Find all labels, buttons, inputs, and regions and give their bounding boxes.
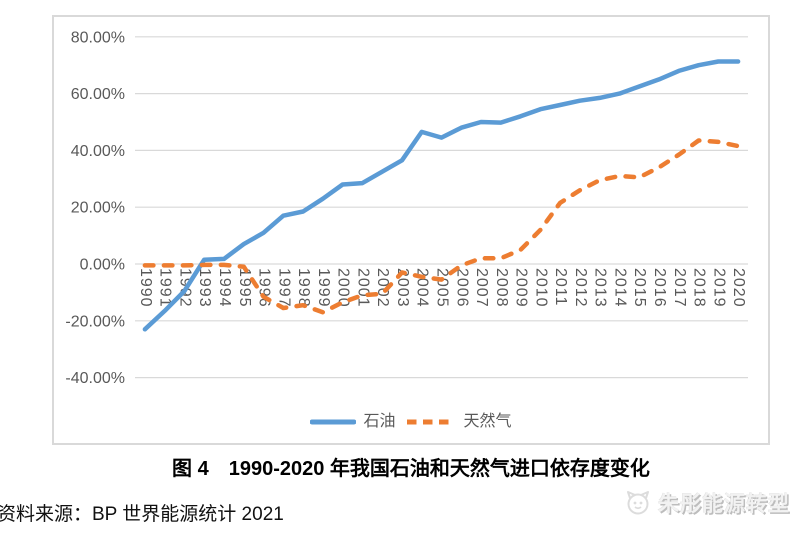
x-axis-tick-label: 2013	[592, 268, 609, 308]
line-chart-plot: 80.00% 60.00% 40.00% 20.00% 0.00% -20.00% -40.…	[65, 29, 748, 387]
watermark: 朱彤能源转型	[624, 488, 790, 518]
x-axis-tick-label: 2002	[374, 268, 391, 308]
y-axis-tick-label: 40.00%	[71, 143, 125, 160]
source-note: 资料来源：BP 世界能源统计 2021	[0, 504, 284, 525]
gas-series-line	[142, 138, 741, 315]
x-axis-tick-label: 1991	[157, 268, 174, 308]
x-axis-tick-label: 2015	[631, 268, 648, 308]
chart-area: 80.00% 60.00% 40.00% 20.00% 0.00% -20.00% -40.…	[52, 15, 770, 445]
x-axis-tick-label: 1994	[216, 268, 233, 308]
x-axis-tick-label: 2008	[493, 268, 510, 308]
x-axis-tick-label: 2017	[671, 268, 688, 308]
x-axis-tick-label: 2007	[473, 268, 490, 308]
x-axis-tick-label: 2010	[532, 268, 549, 308]
x-axis-tick-label: 2009	[513, 268, 530, 308]
x-axis-tick-label: 1997	[275, 268, 292, 308]
x-axis-tick-label: 2020	[730, 268, 747, 308]
x-axis-tick-label: 2018	[691, 268, 708, 308]
x-axis-tick-label: 2016	[651, 268, 668, 308]
legend-label-oil: 石油	[363, 413, 396, 430]
chart-legend: 石油 天然气	[54, 410, 768, 434]
watermark-cat-icon	[627, 491, 649, 515]
x-axis-tick-label: 2019	[710, 268, 727, 308]
x-axis-tick-label: 2000	[335, 268, 352, 308]
x-axis-tick-label: 1990	[137, 268, 154, 308]
x-axis-tick-label: 2012	[572, 268, 589, 308]
y-axis-tick-label: 20.00%	[71, 200, 125, 217]
gas-legend-swatch-icon	[406, 419, 455, 425]
oil-series-line	[142, 59, 741, 332]
x-axis-tick-label: 2014	[611, 268, 628, 308]
legend-label-gas: 天然气	[463, 413, 512, 430]
y-axis-tick-label: 0.00%	[80, 257, 125, 274]
x-axis-tick-label: 1993	[196, 268, 213, 308]
y-axis-tick-label: 80.00%	[71, 29, 125, 46]
x-axis-tick-label: 2001	[354, 268, 371, 308]
y-axis-tick-label: 60.00%	[71, 86, 125, 103]
legend-item-oil: 石油	[310, 410, 396, 434]
y-axis-tick-label: -40.00%	[65, 370, 125, 387]
legend-item-gas: 天然气	[405, 410, 512, 434]
oil-legend-swatch-icon	[310, 419, 357, 425]
x-axis-tick-label: 2006	[453, 268, 470, 308]
figure-caption: 图 4 1990-2020 年我国石油和天然气进口依存度变化	[172, 458, 650, 480]
x-axis-tick-label: 1995	[236, 268, 253, 308]
x-axis-tick-label: 1998	[295, 268, 312, 308]
x-axis-tick-label: 1999	[315, 268, 332, 308]
y-axis-tick-label: -20.00%	[65, 313, 125, 330]
watermark-text: 朱彤能源转型	[658, 493, 790, 516]
x-axis-tick-label: 2011	[552, 268, 569, 306]
x-axis-tick-label: 2005	[434, 268, 451, 308]
